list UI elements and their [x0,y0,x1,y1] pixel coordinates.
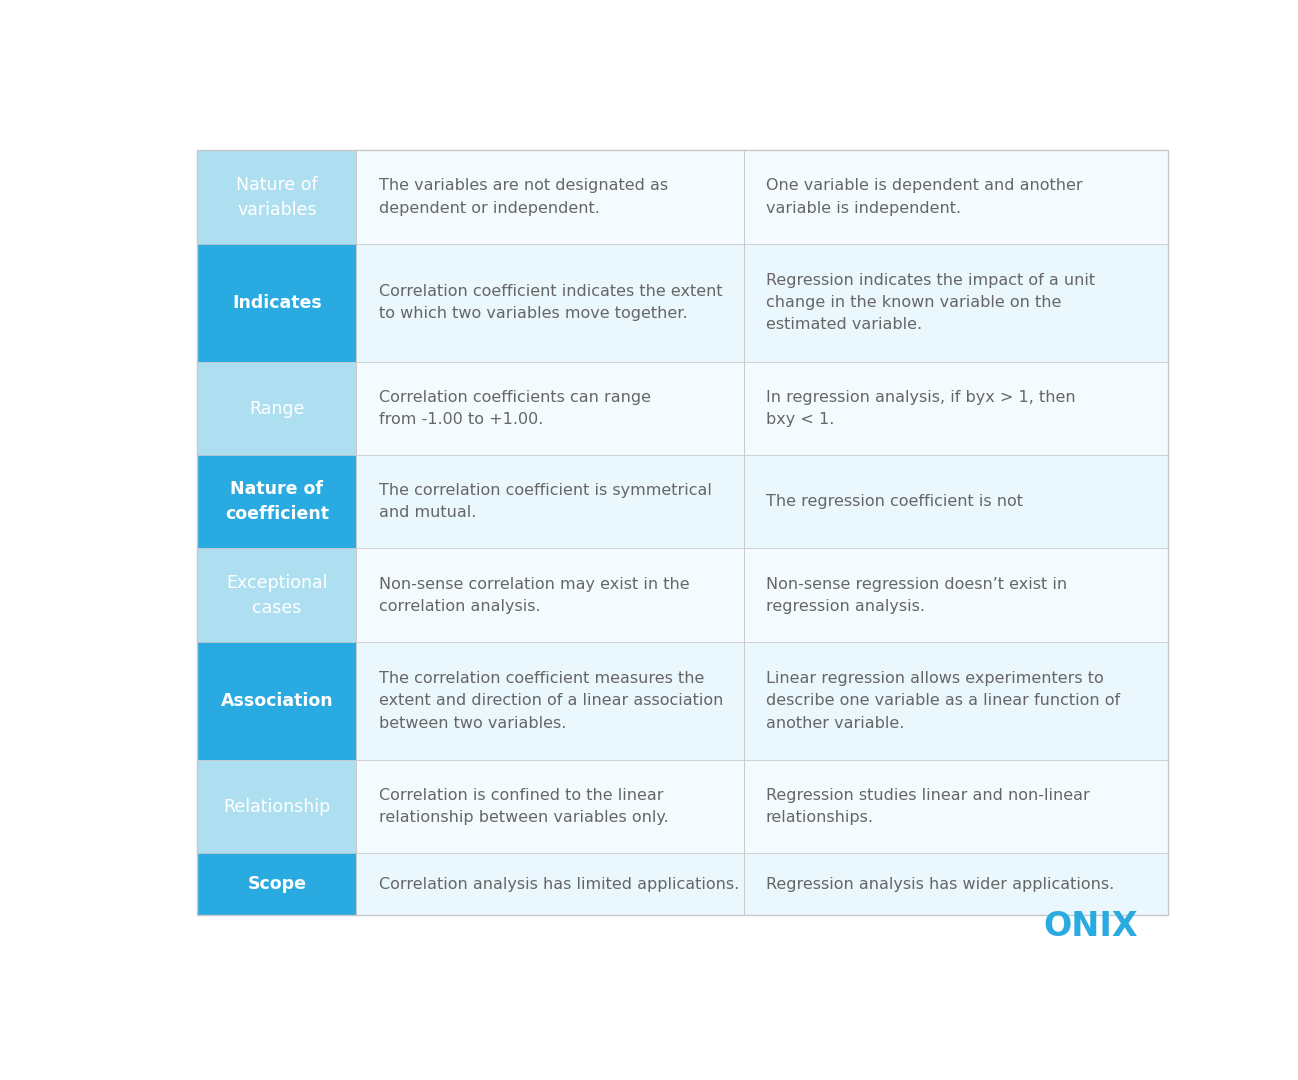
Bar [357,760,744,853]
Bar [197,244,357,362]
Bar [197,642,357,760]
Bar [744,362,1168,455]
Text: Nature of
variables: Nature of variables [236,176,318,218]
Bar [197,853,357,916]
Text: Correlation coefficient indicates the extent
to which two variables move togethe: Correlation coefficient indicates the ex… [379,284,722,322]
Bar [197,150,357,244]
Bar [197,760,357,853]
Text: Association: Association [221,692,334,710]
Text: Exceptional
cases: Exceptional cases [226,573,327,617]
Text: Nature of
coefficient: Nature of coefficient [225,481,328,524]
Text: Range: Range [249,400,305,418]
Text: Linear regression allows experimenters to
describe one variable as a linear func: Linear regression allows experimenters t… [766,671,1120,730]
Bar [357,642,744,760]
Bar [197,455,357,549]
Text: The correlation coefficient is symmetrical
and mutual.: The correlation coefficient is symmetric… [379,483,711,521]
Text: Correlation is confined to the linear
relationship between variables only.: Correlation is confined to the linear re… [379,788,668,825]
Text: In regression analysis, if byx > 1, then
bxy < 1.: In regression analysis, if byx > 1, then… [766,390,1076,427]
Bar [744,642,1168,760]
Text: One variable is dependent and another
variable is independent.: One variable is dependent and another va… [766,178,1083,216]
Bar [744,760,1168,853]
Bar [744,150,1168,244]
Text: Correlation analysis has limited applications.: Correlation analysis has limited applica… [379,877,739,892]
Bar [357,150,744,244]
Bar [357,549,744,642]
Text: Regression analysis has wider applications.: Regression analysis has wider applicatio… [766,877,1114,892]
Text: The variables are not designated as
dependent or independent.: The variables are not designated as depe… [379,178,667,216]
Bar [197,362,357,455]
Bar [197,549,357,642]
Bar [744,853,1168,916]
Text: Indicates: Indicates [232,294,322,312]
Bar [357,362,744,455]
Text: The correlation coefficient measures the
extent and direction of a linear associ: The correlation coefficient measures the… [379,671,723,730]
Text: The regression coefficient is not: The regression coefficient is not [766,495,1023,510]
Bar [357,853,744,916]
Text: ONIX: ONIX [1044,910,1138,943]
Text: Relationship: Relationship [223,798,331,815]
Text: Correlation coefficients can range
from -1.00 to +1.00.: Correlation coefficients can range from … [379,390,650,427]
Bar [744,549,1168,642]
Text: Regression studies linear and non-linear
relationships.: Regression studies linear and non-linear… [766,788,1089,825]
Text: Regression indicates the impact of a unit
change in the known variable on the
es: Regression indicates the impact of a uni… [766,273,1096,333]
Text: Non-sense regression doesn’t exist in
regression analysis.: Non-sense regression doesn’t exist in re… [766,577,1067,613]
Bar [357,244,744,362]
Bar [357,455,744,549]
Bar [744,455,1168,549]
Text: Non-sense correlation may exist in the
correlation analysis.: Non-sense correlation may exist in the c… [379,577,689,613]
Bar [744,244,1168,362]
Text: Scope: Scope [248,876,306,893]
